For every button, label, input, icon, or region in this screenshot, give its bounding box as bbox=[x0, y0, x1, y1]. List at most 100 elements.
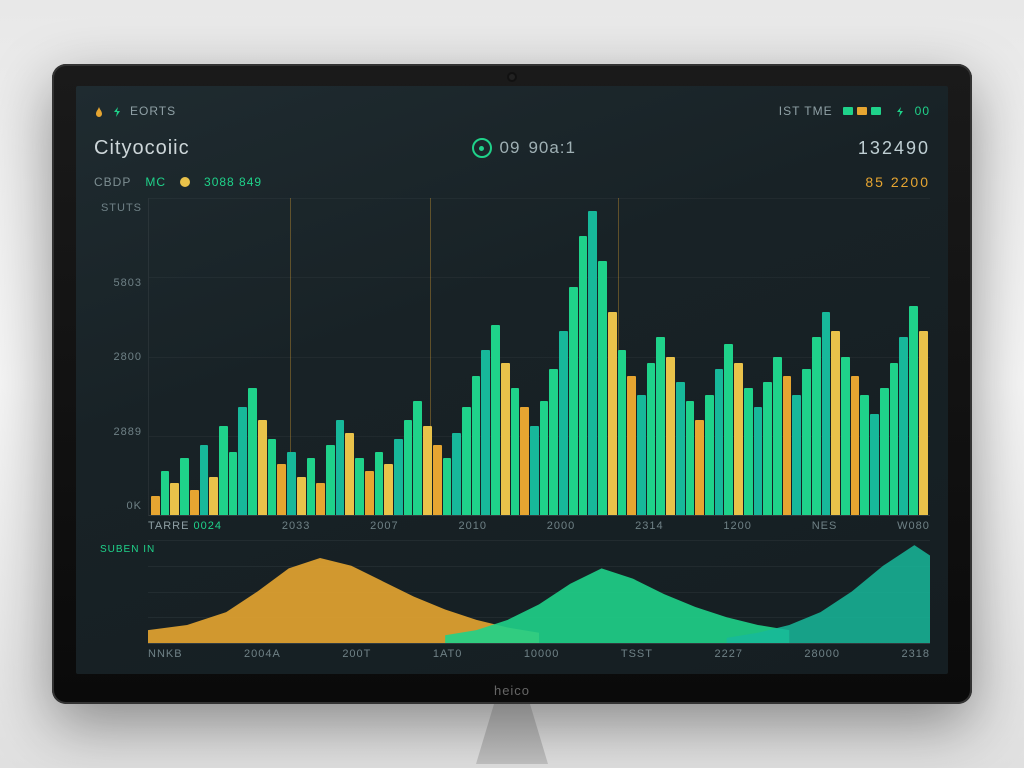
bar bbox=[715, 369, 724, 515]
bar bbox=[307, 458, 316, 515]
title-bar: Cityocoiic 09 90a:1 132490 bbox=[94, 132, 930, 164]
y-tick-label: STUTS bbox=[94, 202, 142, 214]
sub-plot-area[interactable] bbox=[148, 540, 930, 644]
bar bbox=[860, 395, 869, 515]
bar bbox=[258, 420, 267, 515]
ticker-secondary: 85 2200 bbox=[865, 174, 930, 190]
bar bbox=[170, 483, 179, 515]
x-tick-label: 2318 bbox=[901, 648, 929, 660]
bar bbox=[802, 369, 811, 515]
bar bbox=[462, 407, 471, 515]
bar bbox=[734, 363, 743, 515]
bar bbox=[783, 376, 792, 515]
ticker-symbol: MC bbox=[145, 175, 166, 189]
x-tick-label: 2314 bbox=[635, 520, 663, 532]
flame-icon bbox=[94, 106, 104, 116]
app-title: Cityocoiic bbox=[94, 137, 190, 160]
bar bbox=[355, 458, 364, 515]
x-tick-label: NNKB bbox=[148, 648, 183, 660]
bar bbox=[520, 407, 529, 515]
bar bbox=[200, 445, 209, 515]
bar bbox=[608, 312, 617, 515]
main-plot-area[interactable] bbox=[148, 198, 930, 516]
bar bbox=[491, 325, 500, 515]
bar bbox=[890, 363, 899, 515]
bar bbox=[831, 331, 840, 515]
main-chart[interactable]: STUTS 5803 2800 2889 0K bbox=[94, 198, 930, 516]
bar bbox=[452, 433, 461, 515]
bar bbox=[754, 407, 763, 515]
y-tick-label: 5803 bbox=[94, 277, 142, 289]
bar bbox=[647, 363, 656, 515]
bar bbox=[569, 287, 578, 515]
bar bbox=[297, 477, 306, 515]
bar bbox=[851, 376, 860, 515]
bar bbox=[705, 395, 714, 515]
bar bbox=[899, 337, 908, 515]
bar bbox=[345, 433, 354, 515]
bar bbox=[209, 477, 218, 515]
y-axis: STUTS 5803 2800 2889 0K bbox=[94, 198, 148, 516]
legend-swatch bbox=[857, 107, 867, 115]
bar bbox=[598, 261, 607, 515]
x-tick-label: 28000 bbox=[804, 648, 840, 660]
webcam-dot bbox=[509, 74, 515, 80]
x-tick-label: 2004A bbox=[244, 648, 281, 660]
bar bbox=[238, 407, 247, 515]
bar bbox=[686, 401, 695, 515]
bar bbox=[724, 344, 733, 515]
bar bbox=[287, 452, 296, 515]
bar bbox=[277, 464, 286, 515]
bar bbox=[511, 388, 520, 515]
bar bbox=[773, 357, 782, 516]
bar bbox=[384, 464, 393, 515]
bar bbox=[637, 395, 646, 515]
dashboard-screen: EORTS IST TME 00 Cityocoiic 09 90a:1 132… bbox=[76, 86, 948, 674]
legend-swatch bbox=[843, 107, 853, 115]
bar bbox=[472, 376, 481, 515]
y-tick-label: 2800 bbox=[94, 351, 142, 363]
bar bbox=[229, 452, 238, 515]
bar bbox=[336, 420, 345, 515]
bar bbox=[676, 382, 685, 515]
counter-value: 132490 bbox=[858, 138, 930, 159]
x-tick-label: TSST bbox=[621, 648, 653, 660]
x-tick-label: 2007 bbox=[370, 520, 398, 532]
bar-series bbox=[149, 198, 930, 515]
y-tick-label: 0K bbox=[94, 500, 142, 512]
x-tick-label: 10000 bbox=[524, 648, 560, 660]
bar bbox=[656, 337, 665, 515]
main-x-axis: TARRE 0024203320072010200023141200NESW08… bbox=[94, 516, 930, 532]
coin-icon bbox=[180, 177, 190, 187]
bar bbox=[481, 350, 490, 515]
bar bbox=[763, 382, 772, 515]
sub-chart-label: SUBEN IN bbox=[100, 544, 155, 555]
clock-display: 09 90a:1 bbox=[472, 138, 576, 158]
bar bbox=[695, 420, 704, 515]
bar bbox=[822, 312, 831, 515]
bar bbox=[666, 357, 675, 516]
bar bbox=[792, 395, 801, 515]
monitor-frame: EORTS IST TME 00 Cityocoiic 09 90a:1 132… bbox=[52, 64, 972, 704]
x-tick-label: 200T bbox=[342, 648, 371, 660]
x-tick-label: 1200 bbox=[723, 520, 751, 532]
area-path bbox=[445, 568, 789, 643]
bar bbox=[549, 369, 558, 515]
topbar-right-label: IST TME bbox=[779, 104, 833, 118]
bar bbox=[219, 426, 228, 515]
bar bbox=[413, 401, 422, 515]
x-tick-label: NES bbox=[812, 520, 838, 532]
bar bbox=[394, 439, 403, 515]
bar bbox=[627, 376, 636, 515]
legend-swatches bbox=[843, 104, 885, 118]
x-tick-label: W080 bbox=[897, 520, 930, 532]
y-tick-label: 2889 bbox=[94, 426, 142, 438]
legend-swatch bbox=[871, 107, 881, 115]
bar bbox=[540, 401, 549, 515]
bar bbox=[812, 337, 821, 515]
x-tick-label: TARRE 0024 bbox=[148, 520, 222, 532]
x-tick-label: 2033 bbox=[282, 520, 310, 532]
ticker-price: 3088 849 bbox=[204, 175, 262, 189]
sub-chart[interactable]: SUBEN IN NNKB2004A200T1AT010000TSST22272… bbox=[94, 540, 930, 660]
bar bbox=[404, 420, 413, 515]
